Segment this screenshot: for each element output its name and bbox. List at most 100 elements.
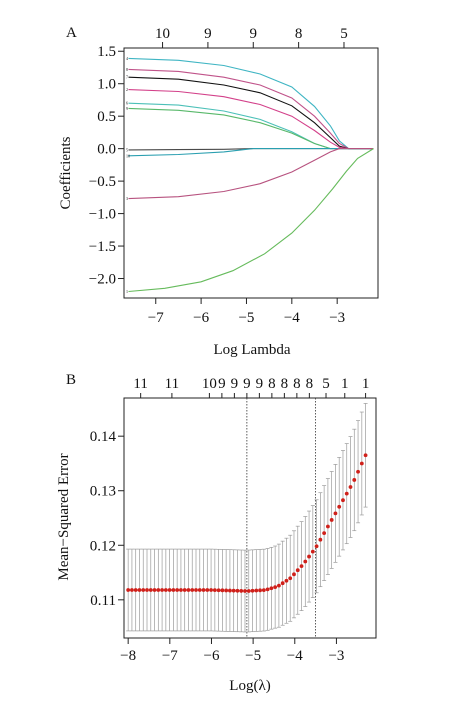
mse-point xyxy=(137,588,142,592)
panel-b-top-label: 9 xyxy=(218,376,226,392)
mse-point xyxy=(318,537,323,542)
panel-a-y-tick-label: −0.5 xyxy=(89,174,116,190)
mse-point xyxy=(288,576,293,581)
mse-point xyxy=(141,588,146,592)
panel-a-y-tick-label: 0.0 xyxy=(97,142,116,158)
panel-a-axes: −7 −6 −5 −4 −3 1.5 1.0 0.5 0.0 −0.5 −1.0 −1.5 −2.0 10… xyxy=(89,26,348,326)
panel-b-y-tick-label: 0.12 xyxy=(90,538,116,554)
mse-point xyxy=(310,549,315,554)
panel-b-x-tick-label: −5 xyxy=(245,648,261,664)
mse-point xyxy=(341,498,345,503)
panel-a-top-label: 8 xyxy=(295,26,303,42)
mse-point xyxy=(224,588,229,593)
panel-a-x-tick-label: −6 xyxy=(193,310,209,326)
mse-point xyxy=(292,572,296,577)
panel-b-top-label: 10 xyxy=(202,376,217,392)
coef-path-label-6: 6 xyxy=(126,101,128,106)
panel-a-top-label: 9 xyxy=(204,26,212,42)
mse-point xyxy=(179,588,183,592)
panel-b-y-tick-label: 0.11 xyxy=(90,593,116,609)
mse-point xyxy=(295,568,300,573)
mse-point xyxy=(284,578,289,583)
mse-point xyxy=(359,461,364,466)
mse-point xyxy=(160,588,164,592)
coef-path-label-4: 4 xyxy=(126,56,128,61)
coef-path-label-8: 8 xyxy=(126,67,128,72)
panel-b-x-tick-label: −4 xyxy=(287,648,303,664)
mse-point xyxy=(326,524,330,529)
mse-point xyxy=(175,588,180,592)
panel-b-top-label: 9 xyxy=(256,376,264,392)
mse-point xyxy=(363,453,368,458)
panel-a-top-label: 5 xyxy=(340,26,348,42)
mse-point xyxy=(205,588,210,592)
panel-b-top-label: 8 xyxy=(268,376,276,392)
mse-point xyxy=(186,588,191,592)
panel-b-y-axis-title: Mean−Squared Error xyxy=(56,453,72,580)
mse-point xyxy=(269,586,274,591)
coef-path-1 xyxy=(128,148,374,293)
mse-point xyxy=(216,588,221,593)
mse-point xyxy=(148,588,153,592)
panel-a-plot-frame xyxy=(123,47,379,299)
panel-b-top-label: 8 xyxy=(281,376,289,392)
mse-point xyxy=(280,581,285,586)
mse-point xyxy=(299,564,304,568)
mse-point xyxy=(182,588,187,592)
panel-b-top-label: 11 xyxy=(133,376,147,392)
mse-point xyxy=(220,588,225,593)
coef-path-4 xyxy=(128,57,374,150)
mse-point xyxy=(307,554,311,559)
panel-b-top-label: 9 xyxy=(243,376,251,392)
panel-b-x-tick-label: −7 xyxy=(162,648,178,664)
panel-b-letter: B xyxy=(66,372,76,388)
mse-point xyxy=(333,511,338,516)
coef-path-2 xyxy=(128,89,374,150)
mse-point xyxy=(250,588,255,593)
panel-a-x-tick-label: −7 xyxy=(148,310,164,326)
panel-a-x-tick-label: −4 xyxy=(284,310,300,326)
coef-path-3 xyxy=(128,148,374,200)
panel-a-top-label: 10 xyxy=(155,26,170,42)
mse-point xyxy=(156,588,161,592)
mse-point xyxy=(197,588,202,592)
mse-point xyxy=(303,559,308,564)
mse-point xyxy=(235,588,240,593)
panel-a-x-tick-label: −3 xyxy=(329,310,345,326)
panel-a-y-axis-title: Coefficients xyxy=(58,136,74,209)
coef-path-label-2: 2 xyxy=(126,87,128,92)
coef-path-label-1: 1 xyxy=(126,289,128,294)
mse-point xyxy=(212,588,217,593)
panel-b-x-tick-label: −3 xyxy=(328,648,344,664)
panel-b-plot-frame xyxy=(123,397,377,639)
panel-b-y-tick-label: 0.13 xyxy=(90,484,116,500)
panel-b-top-label: 8 xyxy=(306,376,314,392)
panel-b-top-label: 9 xyxy=(231,376,239,392)
panel-b-reference-lines xyxy=(246,398,317,638)
mse-point xyxy=(277,583,281,588)
mse-point xyxy=(337,504,342,509)
panel-b-points xyxy=(126,403,368,633)
coef-path-label-3: 3 xyxy=(126,196,128,201)
mse-point xyxy=(322,531,327,536)
panel-b-top-label: 8 xyxy=(293,376,301,392)
mse-point xyxy=(258,588,262,593)
panel-a-letter: A xyxy=(66,25,77,41)
mse-point xyxy=(167,588,172,592)
panel-a-x-axis-title: Log Lambda xyxy=(213,342,290,358)
panel-b-x-tick-label: −8 xyxy=(120,648,136,664)
mse-point xyxy=(261,588,266,593)
mse-point xyxy=(194,588,198,592)
mse-point xyxy=(228,588,232,593)
coef-path-label-5: 5 xyxy=(126,147,128,152)
panel-a-y-tick-label: −1.5 xyxy=(89,239,116,255)
mse-point xyxy=(352,478,357,482)
mse-point xyxy=(231,588,236,593)
mse-point xyxy=(201,588,206,592)
panel-b-top-label: 5 xyxy=(322,376,330,392)
mse-point xyxy=(314,544,319,549)
panel-a-x-tick-label: −5 xyxy=(238,310,254,326)
mse-point xyxy=(190,588,195,592)
